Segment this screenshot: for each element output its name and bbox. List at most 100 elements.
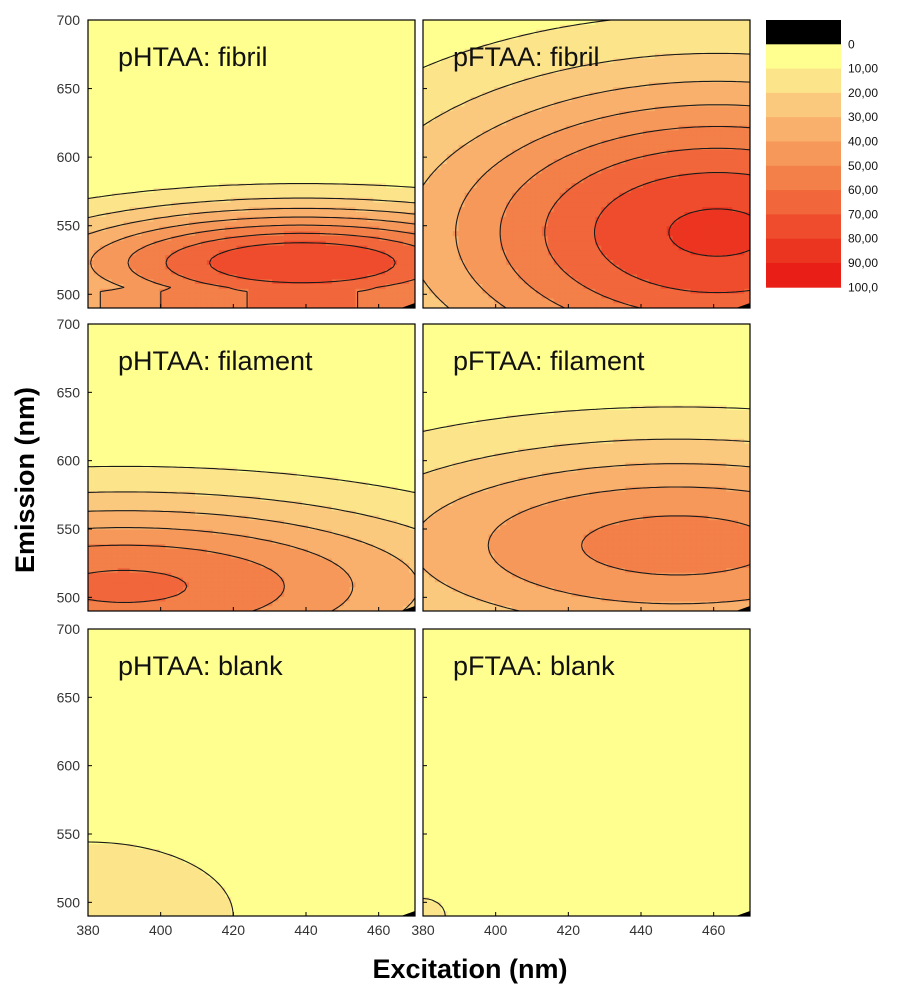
contour-cell — [248, 221, 256, 227]
contour-cell — [512, 68, 519, 74]
contour-cell — [88, 582, 95, 588]
contour-cell — [385, 298, 392, 304]
contour-cell — [488, 154, 495, 160]
contour-cell — [720, 53, 727, 59]
contour-cell — [99, 510, 107, 516]
contour-cell — [625, 63, 632, 69]
contour-cell — [541, 39, 549, 45]
contour-cell — [648, 120, 656, 127]
contour-cell — [195, 284, 202, 290]
contour-cell — [260, 269, 267, 275]
contour-cell — [589, 274, 597, 280]
contour-cell — [738, 274, 745, 280]
contour-cell — [470, 144, 478, 151]
contour-cell — [666, 207, 674, 213]
contour-cell — [446, 274, 454, 280]
contour-cell — [571, 264, 579, 271]
contour-cell — [512, 264, 519, 271]
contour-cell — [99, 274, 107, 280]
contour-cell — [648, 154, 656, 160]
contour-cell — [559, 29, 567, 35]
contour-cell — [732, 120, 739, 127]
contour-cell — [660, 82, 668, 88]
contour-cell — [206, 279, 214, 285]
contour-cell — [343, 188, 351, 194]
contour-cell — [595, 106, 602, 112]
contour-cell — [135, 303, 143, 308]
contour-cell — [337, 293, 345, 299]
contour-cell — [696, 240, 704, 247]
contour-cell — [476, 188, 484, 194]
contour-cell — [708, 255, 715, 261]
contour-cell — [660, 183, 668, 189]
contour-cell — [714, 154, 721, 160]
contour-cell — [452, 140, 460, 146]
contour-cell — [530, 125, 537, 131]
contour-cell — [512, 250, 519, 256]
contour-cell — [595, 140, 602, 146]
contour-cell — [625, 173, 632, 179]
contour-cell — [678, 303, 686, 308]
contour-cell — [105, 596, 113, 603]
contour-cell — [500, 96, 507, 103]
contour-cell — [589, 82, 597, 88]
contour-cell — [458, 192, 466, 199]
contour-cell — [409, 197, 415, 203]
contour-cell — [111, 520, 119, 526]
contour-cell — [577, 168, 585, 175]
contour-cell — [607, 221, 614, 227]
contour-cell — [666, 255, 674, 261]
contour-cell — [409, 293, 415, 299]
contour-cell — [470, 178, 478, 184]
contour-cell — [732, 212, 739, 218]
contour-cell — [637, 178, 644, 184]
contour-cell — [613, 303, 620, 308]
contour-cell — [494, 96, 501, 103]
contour-cell — [613, 44, 620, 50]
contour-cell — [518, 34, 525, 40]
contour-cell — [452, 168, 460, 175]
contour-cell — [391, 188, 398, 194]
contour-cell — [530, 284, 537, 290]
contour-cell — [672, 245, 680, 251]
contour-cell — [690, 245, 698, 251]
contour-cell — [702, 260, 709, 266]
contour-cell — [500, 168, 507, 175]
contour-cell — [458, 154, 466, 160]
contour-cell — [506, 87, 513, 93]
contour-cell — [325, 245, 333, 251]
contour-cell — [325, 216, 333, 223]
contour-cell — [607, 226, 614, 232]
contour-cell — [488, 264, 495, 271]
contour-cell — [296, 274, 303, 280]
contour-cell — [524, 87, 531, 93]
contour-cell — [654, 216, 662, 223]
contour-cell — [440, 207, 448, 213]
contour-cell — [720, 68, 727, 74]
contour-cell — [500, 39, 507, 45]
contour-cell — [230, 250, 238, 256]
contour-cell — [135, 496, 143, 502]
contour-cell — [553, 77, 561, 83]
contour-cell — [708, 168, 715, 175]
contour-cell — [105, 293, 113, 299]
contour-cell — [726, 188, 733, 194]
contour-cell — [720, 24, 727, 31]
contour-cell — [177, 298, 184, 304]
contour-cell — [248, 183, 256, 189]
contour-cell — [696, 111, 704, 117]
contour-cell — [123, 245, 131, 251]
contour-cell — [642, 255, 650, 261]
contour-cell — [189, 207, 196, 213]
contour-cell — [500, 250, 507, 256]
contour-cell — [105, 558, 113, 564]
contour-cell — [446, 245, 454, 251]
contour-cell — [595, 164, 602, 170]
contour-cell — [583, 154, 591, 160]
contour-cell — [325, 303, 333, 308]
contour-cell — [589, 264, 597, 271]
contour-cell — [637, 39, 644, 45]
contour-cell — [343, 212, 351, 218]
contour-cell — [171, 236, 178, 242]
contour-cell — [738, 92, 745, 98]
